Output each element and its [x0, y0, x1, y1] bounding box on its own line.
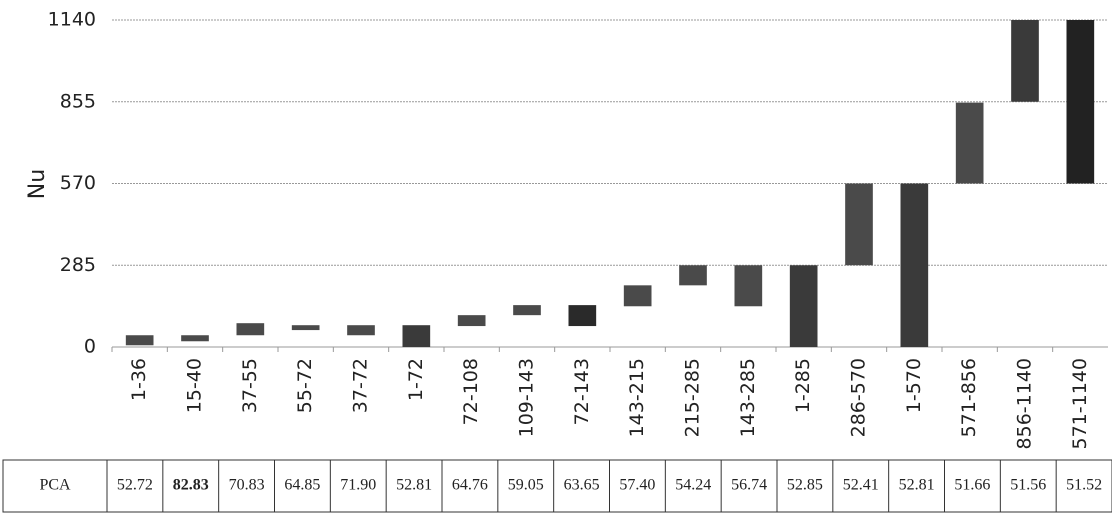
bar [955, 102, 984, 184]
table-border [2, 459, 1112, 513]
table-cell: 56.74 [731, 477, 767, 494]
x-tick-label: 143-285 [737, 358, 759, 437]
table-cell: 51.52 [1066, 477, 1102, 494]
x-tick-label: 215-285 [682, 358, 704, 437]
bar [623, 285, 652, 307]
table-cell: 52.72 [117, 477, 153, 494]
bar [291, 325, 320, 331]
bar [1066, 20, 1095, 184]
y-tick-label: 0 [84, 336, 96, 358]
bar [457, 315, 486, 327]
table-cell: 82.83 [173, 477, 209, 494]
x-tick-label: 1-570 [903, 358, 925, 413]
x-tick-label: 1-285 [792, 358, 814, 413]
table-cell: 52.81 [899, 477, 935, 494]
bar [734, 265, 763, 307]
bar [181, 335, 209, 342]
bar [789, 265, 818, 347]
table-cell: 71.90 [340, 477, 376, 494]
bar [125, 335, 154, 346]
table-header: PCA [39, 477, 71, 494]
x-tick-label: 15-40 [184, 358, 206, 413]
table-cell: 52.85 [787, 477, 823, 494]
bar [1011, 20, 1039, 102]
x-tick-label: 37-55 [239, 358, 261, 413]
x-tick-label: 143-215 [626, 358, 648, 437]
table-cell: 64.76 [452, 477, 488, 494]
bar [845, 183, 873, 266]
x-tick-label: 856-1140 [1014, 358, 1036, 449]
x-tick-label: 109-143 [516, 358, 538, 437]
y-tick-label: 855 [60, 90, 96, 112]
bar [236, 323, 265, 336]
x-tick-label: 571-1140 [1069, 358, 1091, 449]
x-tick-label: 72-143 [571, 358, 593, 425]
bar [679, 265, 707, 286]
table-cell: 52.81 [396, 477, 432, 494]
x-tick-label: 55-72 [294, 358, 316, 413]
bar [513, 305, 541, 316]
table-cell: 70.83 [229, 477, 265, 494]
table-cell: 54.24 [675, 477, 711, 494]
table-cell: 51.56 [1010, 477, 1046, 494]
x-tick-label: 72-108 [460, 358, 482, 425]
x-tick-label: 37-72 [350, 358, 372, 413]
bar [347, 325, 375, 336]
bar [900, 183, 929, 347]
x-tick-label: 571-856 [958, 358, 980, 437]
x-tick-label: 1-72 [405, 358, 427, 401]
x-tick-label: 286-570 [848, 358, 870, 437]
table-cell: 57.40 [619, 477, 655, 494]
y-axis-label: Nu [25, 169, 50, 199]
x-tick-label: 1-36 [128, 358, 150, 401]
table-cell: 59.05 [508, 477, 544, 494]
bar [568, 305, 597, 327]
y-tick-label: 1140 [48, 9, 96, 31]
table-cell: 64.85 [284, 477, 320, 494]
bar [402, 325, 431, 347]
table-cell: 51.66 [954, 477, 990, 494]
table-cell: 63.65 [564, 477, 600, 494]
table-cell: 52.41 [843, 477, 879, 494]
y-tick-label: 285 [60, 254, 96, 276]
y-tick-label: 570 [60, 172, 96, 194]
